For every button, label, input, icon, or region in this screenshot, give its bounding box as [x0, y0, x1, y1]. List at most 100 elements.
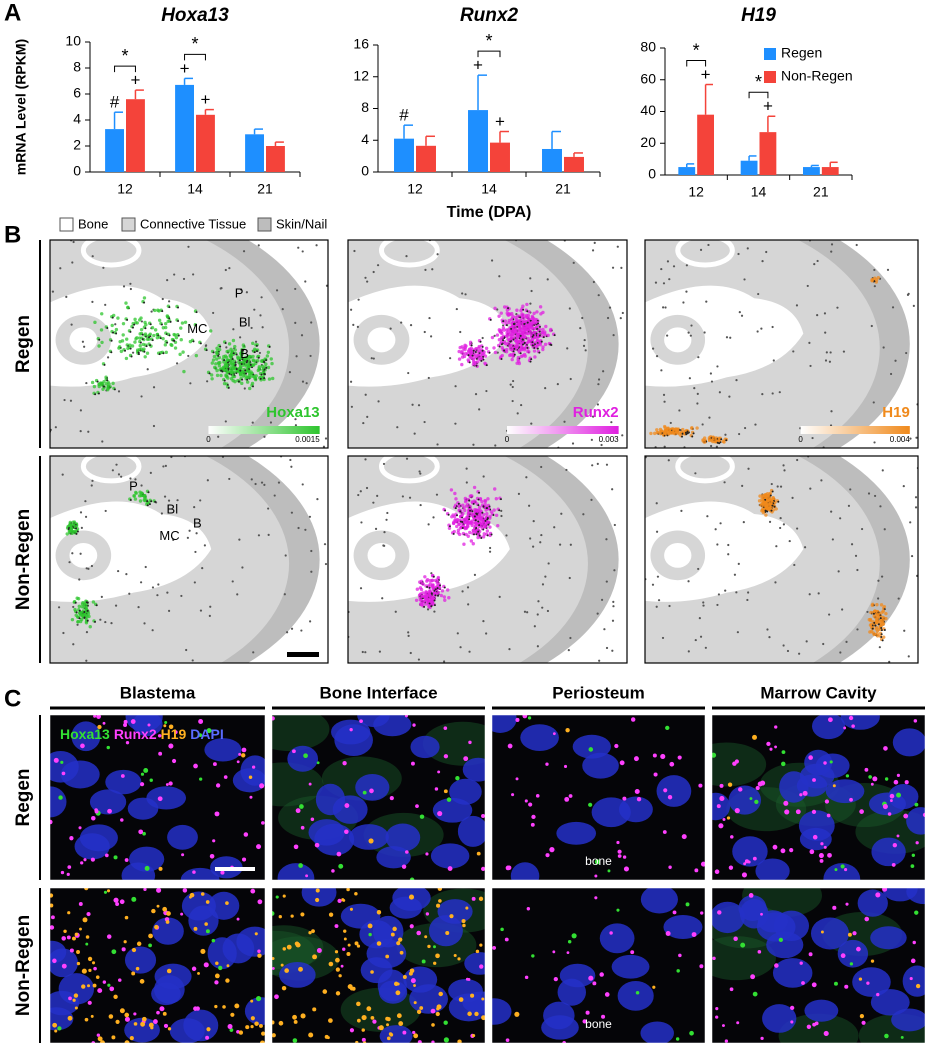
expression-dot — [114, 388, 116, 390]
expression-dot — [529, 339, 532, 342]
signal-dot — [125, 916, 129, 920]
background-dot — [611, 650, 613, 652]
background-dot — [192, 659, 194, 661]
signal-dot — [180, 913, 183, 916]
expression-dot — [502, 320, 504, 322]
expression-dot — [500, 498, 502, 500]
signal-dot — [222, 1005, 226, 1009]
background-dot — [232, 580, 234, 582]
colorbar-gene: Runx2 — [573, 404, 619, 421]
expression-dot — [87, 610, 89, 612]
signal-dot — [405, 850, 409, 854]
background-dot — [315, 244, 317, 246]
signal-dot — [411, 978, 416, 983]
signal-dot — [115, 1020, 119, 1024]
expression-dot — [770, 510, 772, 512]
signal-dot — [812, 982, 817, 987]
background-dot — [612, 267, 614, 269]
expression-dot — [489, 352, 491, 354]
background-dot — [491, 259, 493, 261]
signal-dot — [395, 990, 400, 995]
expression-dot — [157, 309, 160, 312]
background-dot — [428, 523, 430, 525]
expression-dot — [482, 346, 484, 348]
signal-dot — [774, 725, 777, 728]
signal-dot — [892, 863, 896, 867]
background-dot — [695, 639, 697, 641]
expression-dot — [507, 307, 509, 309]
background-dot — [92, 255, 94, 257]
background-dot — [467, 603, 469, 605]
signal-dot — [820, 859, 824, 863]
background-dot — [610, 421, 612, 423]
expression-dot — [98, 392, 100, 394]
background-dot — [663, 282, 665, 284]
bar — [760, 132, 777, 175]
signal-dot — [420, 814, 424, 818]
background-dot — [86, 631, 88, 633]
bar — [542, 149, 562, 172]
signal-dot — [343, 929, 346, 932]
legend-label: Non-Regen — [781, 68, 853, 84]
expression-dot — [460, 350, 463, 353]
background-dot — [432, 516, 434, 518]
background-dot — [162, 298, 164, 300]
expression-dot — [512, 325, 515, 328]
background-dot — [461, 292, 463, 294]
signal-dot — [350, 908, 353, 911]
expression-dot — [239, 372, 242, 375]
background-dot — [851, 543, 853, 545]
nucleus — [334, 724, 373, 756]
expression-dot — [880, 617, 882, 619]
expression-dot — [708, 439, 711, 442]
signal-dot — [760, 913, 763, 916]
expression-dot — [495, 514, 498, 517]
expression-dot — [193, 340, 195, 342]
micrograph — [235, 879, 503, 1048]
expression-dot — [84, 616, 86, 618]
background-dot — [464, 293, 466, 295]
signal-dot — [554, 977, 558, 981]
background-dot — [209, 606, 211, 608]
signal-dot — [70, 948, 74, 952]
micrograph — [686, 704, 932, 895]
background-dot — [849, 488, 851, 490]
background-dot — [84, 500, 86, 502]
background-dot — [602, 370, 604, 372]
expression-dot — [454, 497, 457, 500]
signal-dot — [168, 1027, 171, 1030]
nucleus — [573, 735, 611, 759]
expression-dot — [488, 525, 491, 528]
expression-dot — [470, 539, 473, 542]
signal-dot — [166, 783, 169, 786]
background-dot — [688, 331, 690, 333]
expression-dot — [510, 318, 513, 321]
background-dot — [306, 382, 308, 384]
signal-dot — [425, 852, 428, 855]
signal-dot — [86, 935, 90, 939]
signal-dot — [820, 842, 823, 845]
signal-dot — [301, 1013, 306, 1018]
background-dot — [377, 264, 379, 266]
background-dot — [468, 651, 470, 653]
background-dot — [153, 425, 155, 427]
background-dot — [830, 410, 832, 412]
signal-dot — [206, 929, 210, 933]
background-dot — [187, 355, 189, 357]
expression-dot — [469, 510, 471, 512]
signal-dot — [790, 1020, 793, 1023]
background-dot — [386, 512, 388, 514]
expression-dot — [215, 351, 218, 354]
background-dot — [660, 268, 662, 270]
background-dot — [286, 631, 288, 633]
expression-dot — [482, 353, 485, 356]
signal-dot — [466, 978, 469, 981]
background-dot — [489, 547, 491, 549]
background-dot — [856, 628, 858, 630]
expression-dot — [486, 529, 489, 532]
expression-dot — [447, 596, 450, 599]
signal-dot — [436, 1012, 440, 1016]
nucleus — [464, 952, 496, 975]
signal-dot — [676, 1037, 679, 1040]
signal-dot — [141, 773, 144, 776]
